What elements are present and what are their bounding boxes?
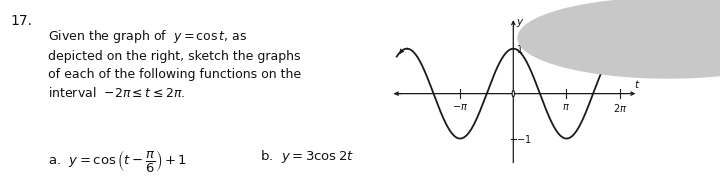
- Text: $y$: $y$: [516, 17, 525, 29]
- Text: $-\pi$: $-\pi$: [452, 102, 468, 112]
- Text: 17.: 17.: [10, 14, 32, 28]
- Text: a.  $y=\cos\left(t-\dfrac{\pi}{6}\right)+1$: a. $y=\cos\left(t-\dfrac{\pi}{6}\right)+…: [48, 148, 187, 174]
- Text: $2\pi$: $2\pi$: [613, 102, 627, 114]
- Text: $1$: $1$: [516, 43, 523, 55]
- Text: Given the graph of  $y=\cos t$, as: Given the graph of $y=\cos t$, as: [48, 28, 248, 45]
- Text: interval  $-2\pi \leq t \leq 2\pi$.: interval $-2\pi \leq t \leq 2\pi$.: [48, 86, 185, 100]
- Text: $t$: $t$: [634, 78, 640, 90]
- Text: $-1$: $-1$: [516, 132, 532, 145]
- Text: $\pi$: $\pi$: [562, 102, 570, 112]
- Text: depicted on the right, sketch the graphs: depicted on the right, sketch the graphs: [48, 50, 300, 63]
- Polygon shape: [629, 28, 657, 64]
- Circle shape: [512, 90, 515, 97]
- Text: b.  $y=3\cos 2t$: b. $y=3\cos 2t$: [260, 148, 354, 165]
- Text: of each of the following functions on the: of each of the following functions on th…: [48, 68, 301, 81]
